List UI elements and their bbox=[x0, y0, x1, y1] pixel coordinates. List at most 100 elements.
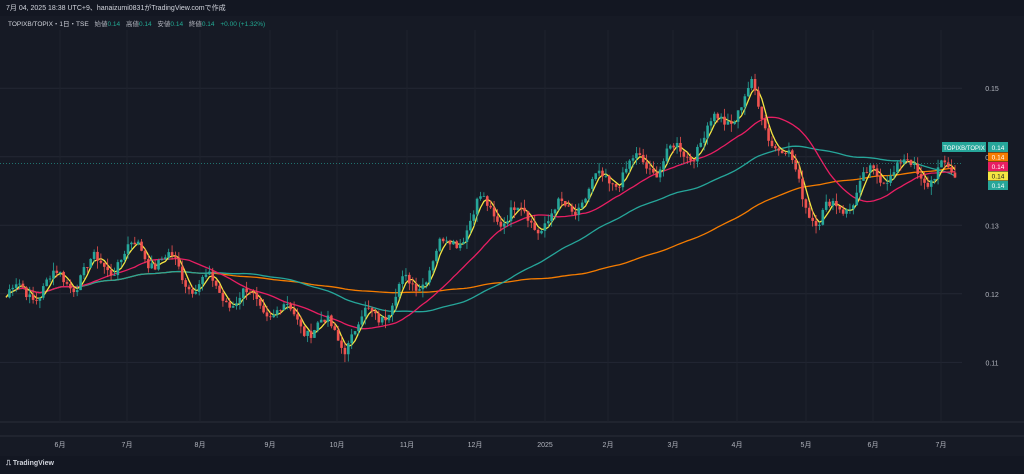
candle-body bbox=[119, 259, 123, 263]
candle-body bbox=[696, 146, 699, 162]
candle-body bbox=[899, 162, 903, 164]
candle-body bbox=[804, 199, 808, 208]
candle-body bbox=[309, 330, 313, 338]
chart-area[interactable] bbox=[0, 16, 1024, 456]
x-tick-label: 5月 bbox=[801, 441, 812, 449]
candle-body bbox=[231, 306, 235, 308]
ma-200-line bbox=[5, 167, 956, 298]
ma-tag-value: 0.14 bbox=[992, 155, 1005, 162]
candle-body bbox=[943, 160, 947, 163]
x-tick-label: 6月 bbox=[868, 441, 879, 449]
candle-body bbox=[241, 288, 245, 298]
candle-body bbox=[235, 303, 238, 307]
candle-body bbox=[902, 159, 906, 164]
candle-body bbox=[204, 274, 208, 277]
candle-body bbox=[774, 146, 777, 149]
candle-body bbox=[326, 315, 330, 322]
candle-body bbox=[875, 168, 879, 176]
candle-body bbox=[72, 288, 76, 293]
x-tick-label: 2025 bbox=[537, 442, 553, 449]
candle-body bbox=[197, 284, 201, 292]
candle-body bbox=[360, 316, 364, 325]
candle-body bbox=[740, 107, 743, 111]
candle-body bbox=[638, 153, 642, 155]
candle-body bbox=[269, 316, 272, 318]
candle-body bbox=[553, 209, 557, 214]
candle-body bbox=[89, 258, 93, 268]
candle-body bbox=[397, 283, 401, 297]
candle-body bbox=[807, 207, 811, 218]
candle-body bbox=[79, 275, 82, 291]
y-tick-label: 0.11 bbox=[985, 360, 998, 367]
candle-body bbox=[411, 283, 415, 285]
candle-body bbox=[170, 252, 174, 256]
y-tick-label: 0.15 bbox=[985, 86, 999, 93]
candle-body bbox=[228, 302, 231, 308]
candle-body bbox=[641, 154, 645, 163]
candle-body bbox=[719, 116, 723, 119]
candle-body bbox=[275, 310, 279, 315]
candle-body bbox=[86, 267, 89, 268]
candle-body bbox=[811, 217, 814, 221]
header-caption: 7月 04, 2025 18:38 UTC+9、hanaizumi0831がTr… bbox=[6, 5, 226, 12]
candle-body bbox=[723, 116, 726, 125]
candle-body bbox=[391, 305, 394, 315]
candle-body bbox=[367, 307, 370, 309]
candle-body bbox=[191, 289, 194, 294]
candle-body bbox=[936, 167, 940, 179]
candle-body bbox=[475, 198, 479, 215]
candle-body bbox=[130, 242, 133, 245]
candle-body bbox=[316, 322, 320, 330]
candle-body bbox=[113, 275, 116, 276]
candle-body bbox=[424, 282, 428, 285]
candle-body bbox=[421, 284, 425, 290]
candle-body bbox=[336, 329, 340, 341]
candle-body bbox=[540, 230, 543, 234]
candle-body bbox=[319, 319, 323, 323]
candle-body bbox=[296, 314, 299, 320]
candle-body bbox=[597, 170, 601, 174]
candle-body bbox=[136, 241, 140, 245]
candle-body bbox=[306, 330, 309, 336]
candle-body bbox=[736, 110, 740, 122]
candle-body bbox=[218, 285, 221, 293]
footer: ⎍ TradingView bbox=[0, 456, 1024, 474]
candle-body bbox=[28, 294, 32, 298]
candle-body bbox=[743, 96, 747, 108]
candle-body bbox=[716, 113, 720, 119]
price-tag-value-bg bbox=[988, 142, 1008, 152]
candle-body bbox=[357, 324, 360, 332]
candle-body bbox=[292, 309, 296, 315]
candle-body bbox=[248, 292, 252, 294]
legend-high-value: 0.14 bbox=[138, 21, 152, 28]
candle-body bbox=[862, 172, 865, 181]
candle-body bbox=[18, 283, 21, 285]
candle-body bbox=[353, 331, 357, 335]
candle-body bbox=[929, 180, 933, 187]
candle-body bbox=[906, 159, 909, 161]
price-tag-label-bg bbox=[942, 142, 986, 152]
candle-body bbox=[838, 206, 842, 210]
candle-body bbox=[584, 198, 587, 203]
candle-body bbox=[157, 259, 160, 270]
candle-body bbox=[106, 266, 109, 271]
candle-body bbox=[123, 253, 126, 260]
chart-legend: TOPIXB/TOPIX・1日・TSE 始値0.14 高値0.14 安値0.14… bbox=[8, 18, 265, 28]
candle-body bbox=[492, 207, 496, 217]
candle-body bbox=[574, 211, 577, 215]
candle-body bbox=[469, 220, 472, 231]
candle-body bbox=[502, 223, 506, 227]
candle-body bbox=[879, 175, 882, 183]
y-tick-label: 0.13 bbox=[985, 223, 999, 230]
candle-body bbox=[909, 159, 913, 166]
candle-body bbox=[794, 160, 798, 170]
legend-symbol[interactable]: TOPIXB/TOPIX・1日・TSE bbox=[8, 21, 89, 28]
candle-body bbox=[116, 262, 120, 276]
candle-body bbox=[435, 250, 438, 262]
candle-body bbox=[828, 201, 831, 206]
candle-body bbox=[746, 87, 750, 97]
candle-body bbox=[96, 251, 99, 261]
candle-body bbox=[767, 128, 770, 141]
candle-body bbox=[648, 168, 652, 170]
